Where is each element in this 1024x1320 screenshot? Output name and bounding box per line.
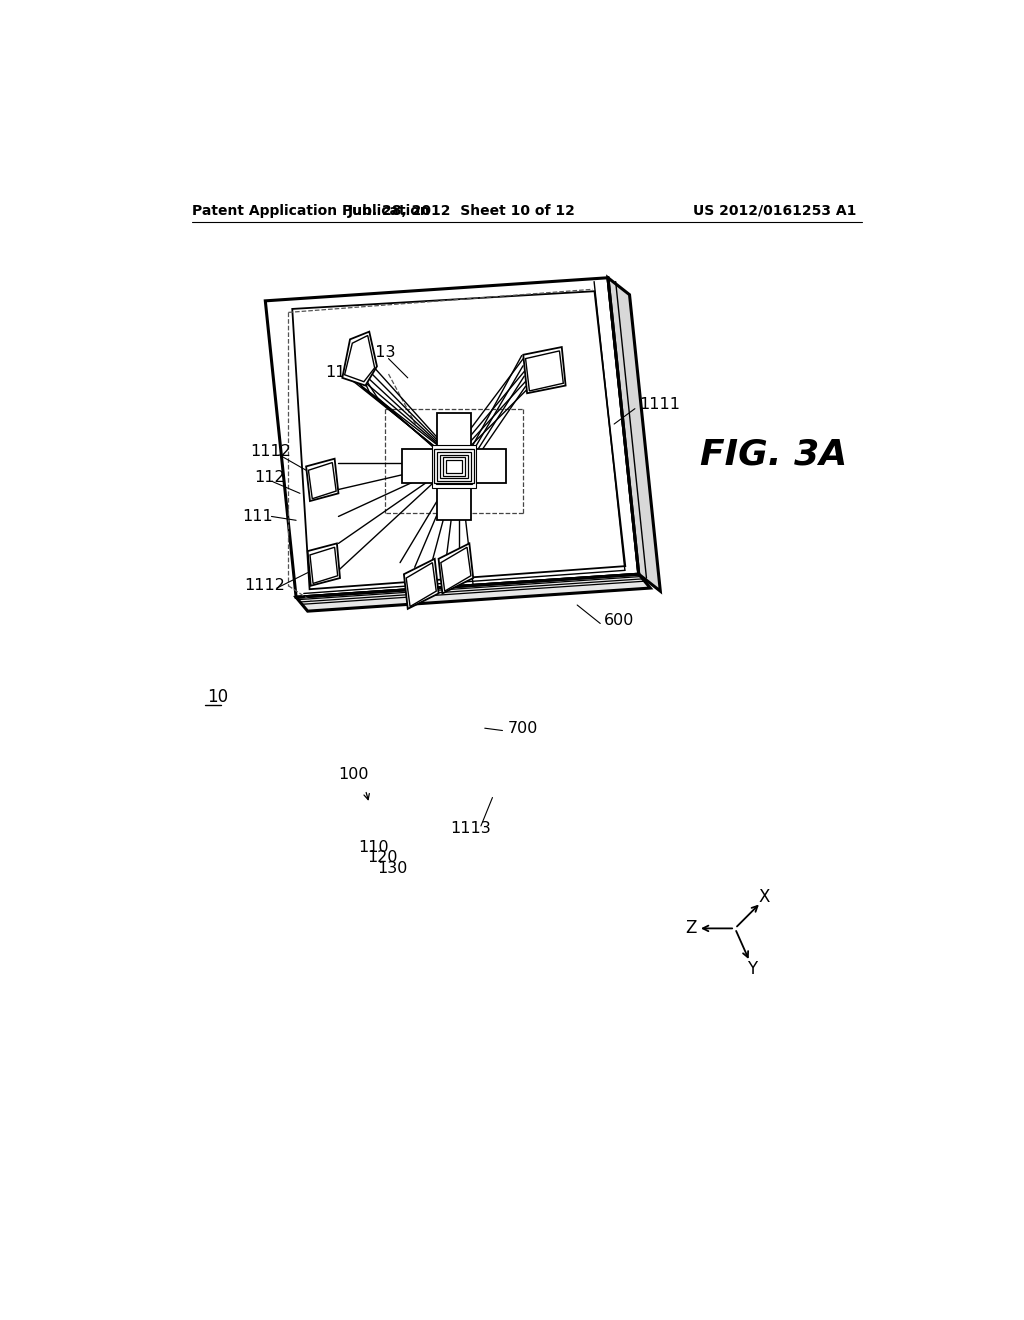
Text: Z: Z bbox=[685, 920, 696, 937]
Polygon shape bbox=[437, 451, 471, 480]
Polygon shape bbox=[434, 449, 474, 483]
Polygon shape bbox=[443, 457, 465, 475]
Text: 112: 112 bbox=[254, 470, 285, 486]
Polygon shape bbox=[437, 412, 471, 520]
Text: 1113: 1113 bbox=[451, 821, 490, 836]
Polygon shape bbox=[446, 459, 462, 473]
Text: 120: 120 bbox=[368, 850, 398, 865]
Text: 100: 100 bbox=[339, 767, 369, 781]
Text: 110: 110 bbox=[358, 840, 389, 855]
Polygon shape bbox=[444, 457, 464, 477]
Polygon shape bbox=[407, 562, 436, 607]
Text: 113: 113 bbox=[366, 345, 396, 360]
Polygon shape bbox=[310, 548, 338, 583]
Polygon shape bbox=[440, 453, 468, 480]
Polygon shape bbox=[307, 544, 340, 586]
Text: Jun. 28, 2012  Sheet 10 of 12: Jun. 28, 2012 Sheet 10 of 12 bbox=[348, 203, 575, 218]
Text: Y: Y bbox=[746, 960, 757, 978]
Text: FIG. 3A: FIG. 3A bbox=[700, 438, 848, 471]
Text: 114: 114 bbox=[326, 364, 356, 380]
Polygon shape bbox=[345, 335, 375, 381]
Polygon shape bbox=[265, 277, 639, 597]
Polygon shape bbox=[523, 347, 565, 393]
Text: 700: 700 bbox=[508, 721, 539, 735]
Text: X: X bbox=[759, 888, 770, 906]
Text: 111: 111 bbox=[243, 510, 273, 524]
Polygon shape bbox=[432, 445, 475, 488]
Text: 600: 600 bbox=[604, 612, 635, 628]
Polygon shape bbox=[292, 292, 626, 589]
Polygon shape bbox=[525, 351, 563, 391]
Polygon shape bbox=[342, 331, 377, 385]
Polygon shape bbox=[296, 574, 650, 611]
Text: US 2012/0161253 A1: US 2012/0161253 A1 bbox=[692, 203, 856, 218]
Text: 1112: 1112 bbox=[245, 578, 286, 593]
Polygon shape bbox=[441, 548, 471, 591]
Polygon shape bbox=[608, 277, 660, 591]
Polygon shape bbox=[436, 449, 472, 484]
Text: 1112: 1112 bbox=[250, 444, 291, 458]
Polygon shape bbox=[403, 558, 438, 609]
Polygon shape bbox=[306, 459, 339, 502]
Text: 10: 10 bbox=[208, 689, 228, 706]
Polygon shape bbox=[447, 461, 460, 473]
Polygon shape bbox=[402, 449, 506, 483]
Text: 1111: 1111 bbox=[639, 397, 680, 412]
Polygon shape bbox=[440, 454, 468, 478]
Polygon shape bbox=[438, 544, 473, 594]
Text: Patent Application Publication: Patent Application Publication bbox=[193, 203, 430, 218]
Polygon shape bbox=[308, 462, 336, 499]
Text: 130: 130 bbox=[377, 861, 408, 876]
